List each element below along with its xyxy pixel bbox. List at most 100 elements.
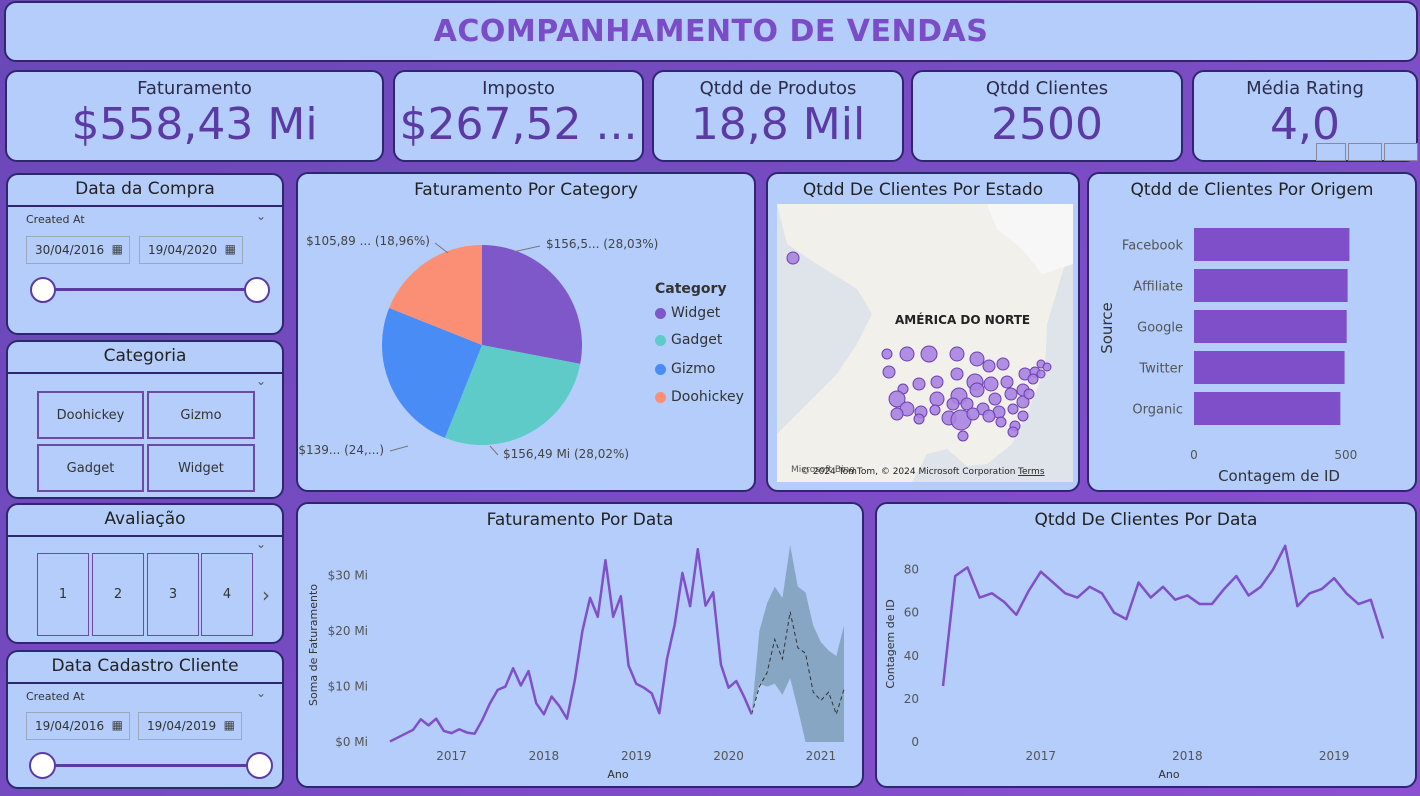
legend-item-widget[interactable]: Widget [655,305,720,321]
map-bubble[interactable] [995,416,1007,428]
calendar-icon[interactable]: ▦ [223,718,235,732]
category-tile-doohickey[interactable]: Doohickey [37,391,144,439]
map-bubble[interactable] [929,391,945,407]
category-tile-widget[interactable]: Widget [147,444,255,492]
rating-tile-4[interactable]: 4 [201,553,253,636]
map-bubble[interactable] [899,346,915,362]
clients-line-card[interactable]: Qtdd De Clientes Por Data 0 20 40 60 80 2017 2… [875,502,1417,788]
kpi-faturamento[interactable]: Faturamento $558,43 Mi [5,70,384,162]
pie-slice-gadget[interactable] [444,345,581,445]
map-bubble[interactable] [881,348,893,360]
focus-mode-icon[interactable] [1348,143,1382,161]
map-bubble[interactable] [1007,403,1019,415]
legend-item-doohickey[interactable]: Doohickey [655,389,744,405]
range-handle-end[interactable] [244,277,270,303]
pie-chart-card[interactable]: Faturamento Por Category $156,5... (28,0… [296,172,756,492]
map-bubble[interactable] [890,407,904,421]
origin-bar-chart[interactable]: Facebook Affiliate Google Twitter Organic 0 50… [1089,200,1415,490]
origin-bar-card[interactable]: Qtdd de Clientes Por Origem Facebook Affi… [1087,172,1417,492]
map-bubble[interactable] [1016,395,1030,409]
map-bubble[interactable] [930,375,944,389]
map-bubble[interactable] [1036,369,1046,379]
date-from-input[interactable]: 19/04/2016 ▦ [26,712,130,740]
calendar-icon[interactable]: ▦ [224,242,236,256]
map-bubble[interactable] [982,409,996,423]
map-bubble[interactable] [929,404,941,416]
map-bubble[interactable] [1017,410,1029,422]
map-bubble[interactable] [949,346,965,362]
pie-slice-doohickey[interactable] [389,245,482,345]
range-handle-start[interactable] [29,752,56,779]
filter-icon[interactable] [1316,143,1346,161]
category-tile-gadget[interactable]: Gadget [37,444,144,492]
map-bubble[interactable] [920,345,938,363]
rating-tile-1[interactable]: 1 [37,553,89,636]
chevron-right-icon[interactable]: › [262,583,270,607]
map-bubble[interactable] [960,397,974,411]
map-bubble[interactable] [912,377,926,391]
chevron-down-icon[interactable]: ⌄ [256,374,267,388]
map-bubble[interactable] [786,251,800,265]
date-to-input[interactable]: 19/04/2019 ▦ [138,712,242,740]
kpi-qtdd-produtos[interactable]: Qtdd de Produtos 18,8 Mil [652,70,904,162]
bar-twitter[interactable] [1194,351,1345,384]
revenue-line-card[interactable]: Faturamento Por Data $0 Mi $10 Mi $20 Mi $3… [296,502,864,788]
map-bubble[interactable] [1004,387,1018,401]
bar-affiliate[interactable] [1194,269,1348,302]
map-bubble[interactable] [983,376,999,392]
map-bubble[interactable] [988,392,1002,406]
kpi-qtdd-clientes[interactable]: Qtdd Clientes 2500 [911,70,1183,162]
map-bubble[interactable] [966,407,980,421]
bar-facebook[interactable] [1194,228,1350,261]
map-bubble[interactable] [913,413,925,425]
pie-slice-gizmo[interactable] [382,307,482,438]
kpi-value: 18,8 Mil [690,99,866,150]
date-from-input[interactable]: 30/04/2016 ▦ [26,236,130,264]
map-card[interactable]: Qtdd De Clientes Por Estado AMÉRICA DO N… [766,172,1080,492]
clients-series-line[interactable] [941,544,1385,687]
kpi-media-rating[interactable]: Média Rating 4,0 [1192,70,1418,162]
bar-google[interactable] [1194,310,1347,343]
map-terms-link[interactable]: Terms [1017,467,1045,477]
chevron-down-icon[interactable]: ⌄ [256,686,267,700]
pie-chart[interactable]: $156,5... (28,03%) $156,49 Mi (28,02%) $13… [298,200,754,490]
revenue-line-chart[interactable]: $0 Mi $10 Mi $20 Mi $30 Mi 2017 2018 2019 2020 2… [298,530,862,788]
map-bubble[interactable] [1000,375,1014,389]
legend-item-gadget[interactable]: Gadget [655,332,722,348]
revenue-series-line[interactable] [389,547,753,743]
map-bubble[interactable] [946,397,960,411]
rating-tile-2[interactable]: 2 [92,553,144,636]
map-bubble[interactable] [957,430,969,442]
map-bubble[interactable] [882,365,896,379]
more-options-icon[interactable] [1384,143,1418,161]
map-bubble[interactable] [982,359,996,373]
map-bubble[interactable] [1023,388,1035,400]
map-bubble[interactable] [996,357,1010,371]
rating-tile-3[interactable]: 3 [147,553,199,636]
legend-item-gizmo[interactable]: Gizmo [655,361,715,377]
map-bubble[interactable] [969,382,985,398]
range-track[interactable] [42,288,258,291]
chevron-down-icon[interactable]: ⌄ [256,209,267,223]
map-bubble[interactable] [950,367,964,381]
clients-line-chart[interactable]: 0 20 40 60 80 2017 2018 2019 Ano Contagem de ID [877,530,1415,788]
pie-slice-widget[interactable] [482,245,582,364]
range-handle-end[interactable] [246,752,273,779]
visual-header-toolbar[interactable] [1316,143,1418,161]
range-handle-start[interactable] [30,277,56,303]
map-visual[interactable]: AMÉRICA DO NORTE Microsoft Bing © 2024 T… [777,204,1073,482]
chevron-down-icon[interactable]: ⌄ [256,537,267,551]
range-track[interactable] [42,764,260,767]
map-bubble[interactable] [1042,362,1052,372]
date-to-input[interactable]: 19/04/2020 ▦ [139,236,243,264]
calendar-icon[interactable]: ▦ [111,718,123,732]
calendar-icon[interactable]: ▦ [111,242,123,256]
map-bubble[interactable] [1007,426,1019,438]
kpi-imposto[interactable]: Imposto $267,52 ... [393,70,644,162]
map-bubbles[interactable] [786,251,1052,442]
map-bubble[interactable] [888,390,906,408]
map-bubble[interactable] [1027,373,1039,385]
category-tile-gizmo[interactable]: Gizmo [147,391,255,439]
map-bubble[interactable] [969,351,985,367]
bar-organic[interactable] [1194,392,1341,425]
